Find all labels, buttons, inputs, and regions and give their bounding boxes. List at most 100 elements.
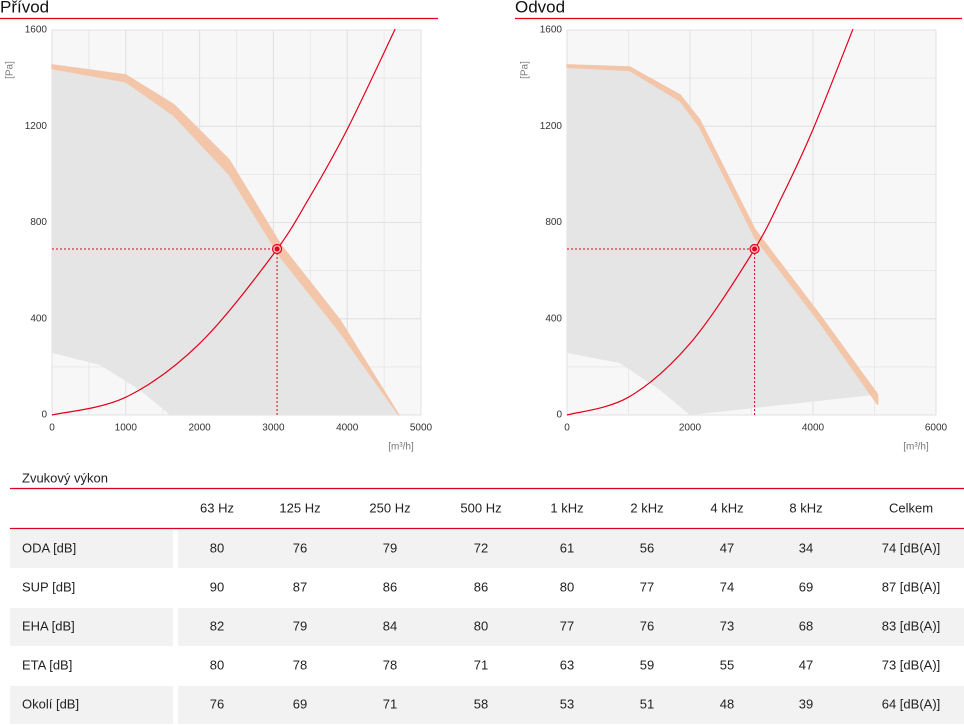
cell: 80 xyxy=(210,540,224,555)
column-header: Celkem xyxy=(889,500,933,515)
x-tick-label: 0 xyxy=(49,423,55,434)
cell: 71 xyxy=(383,696,397,711)
row-label: Okolí [dB] xyxy=(22,696,79,711)
column-header: 4 kHz xyxy=(710,500,743,515)
y-tick-label: 1600 xyxy=(25,25,48,36)
cell: 79 xyxy=(383,540,397,555)
cell: 61 xyxy=(560,540,574,555)
cell: 56 xyxy=(640,540,654,555)
x-tick-label: 4000 xyxy=(802,423,825,434)
y-tick-label: 800 xyxy=(30,217,47,228)
column-header: 8 kHz xyxy=(789,500,822,515)
column-header: 250 Hz xyxy=(369,500,410,515)
cell: 55 xyxy=(720,657,734,672)
cell: 80 xyxy=(210,657,224,672)
cell: 86 xyxy=(383,579,397,594)
cell: 78 xyxy=(383,657,397,672)
cell: 84 xyxy=(383,618,397,633)
cell: 63 xyxy=(560,657,574,672)
y-tick-label: 800 xyxy=(545,217,562,228)
cell: 64 [dB(A)] xyxy=(882,696,941,711)
x-tick-label: 6000 xyxy=(925,423,948,434)
x-tick-label: 3000 xyxy=(262,423,285,434)
cell: 76 xyxy=(210,696,224,711)
cell: 71 xyxy=(474,657,488,672)
cell: 76 xyxy=(293,540,307,555)
x-tick-label: 2000 xyxy=(679,423,702,434)
cell: 80 xyxy=(560,579,574,594)
cell: 73 xyxy=(720,618,734,633)
cell: 77 xyxy=(640,579,654,594)
cell: 76 xyxy=(640,618,654,633)
row-bg xyxy=(10,686,173,724)
x-tick-label: 5000 xyxy=(410,423,433,434)
cell: 90 xyxy=(210,579,224,594)
y-tick-label: 400 xyxy=(545,313,562,324)
y-tick-label: 400 xyxy=(30,313,47,324)
chart-title: Odvod xyxy=(515,0,565,16)
cell: 78 xyxy=(293,657,307,672)
y-axis-label: [Pa] xyxy=(520,61,531,79)
row-bg xyxy=(10,608,173,646)
table-title: Zvukový výkon xyxy=(22,470,108,485)
row-label: ETA [dB] xyxy=(22,657,72,672)
row-label: ODA [dB] xyxy=(22,540,76,555)
y-tick-label: 1600 xyxy=(540,25,563,36)
row-bg xyxy=(178,686,964,724)
operating-point-core xyxy=(752,246,758,252)
fan-curve-band xyxy=(566,64,879,405)
cell: 72 xyxy=(474,540,488,555)
cell: 68 xyxy=(799,618,813,633)
cell: 59 xyxy=(640,657,654,672)
cell: 34 xyxy=(799,540,813,555)
cell: 79 xyxy=(293,618,307,633)
cell: 51 xyxy=(640,696,654,711)
cell: 87 xyxy=(293,579,307,594)
x-axis-label: [m³/h] xyxy=(388,442,414,453)
cell: 39 xyxy=(799,696,813,711)
cell: 58 xyxy=(474,696,488,711)
row-label: EHA [dB] xyxy=(22,618,75,633)
y-tick-label: 0 xyxy=(556,410,562,421)
column-header: 2 kHz xyxy=(630,500,663,515)
cell: 74 [dB(A)] xyxy=(882,540,941,555)
cell: 47 xyxy=(720,540,734,555)
x-tick-label: 2000 xyxy=(188,423,211,434)
cell: 77 xyxy=(560,618,574,633)
y-tick-label: 1200 xyxy=(540,121,563,132)
y-tick-label: 1200 xyxy=(25,121,48,132)
fan-curve-band xyxy=(51,64,400,416)
column-header: 63 Hz xyxy=(200,500,234,515)
x-tick-label: 1000 xyxy=(115,423,138,434)
cell: 73 [dB(A)] xyxy=(882,657,941,672)
y-axis-label: [Pa] xyxy=(5,61,16,79)
row-label: SUP [dB] xyxy=(22,579,75,594)
row-bg xyxy=(178,608,964,646)
row-bg xyxy=(10,530,173,568)
x-axis-label: [m³/h] xyxy=(903,442,929,453)
cell: 53 xyxy=(560,696,574,711)
cell: 83 [dB(A)] xyxy=(882,618,941,633)
column-header: 1 kHz xyxy=(550,500,583,515)
cell: 82 xyxy=(210,618,224,633)
operating-point-core xyxy=(274,246,280,252)
cell: 48 xyxy=(720,696,734,711)
y-tick-label: 0 xyxy=(41,410,47,421)
cell: 86 xyxy=(474,579,488,594)
cell: 69 xyxy=(293,696,307,711)
column-header: 125 Hz xyxy=(279,500,320,515)
system-curve xyxy=(566,28,854,416)
cell: 47 xyxy=(799,657,813,672)
cell: 74 xyxy=(720,579,734,594)
x-tick-label: 0 xyxy=(564,423,570,434)
operating-area xyxy=(52,64,399,415)
row-bg xyxy=(178,530,964,568)
operating-area xyxy=(567,64,878,415)
cell: 87 [dB(A)] xyxy=(882,579,941,594)
cell: 80 xyxy=(474,618,488,633)
x-tick-label: 4000 xyxy=(336,423,359,434)
system-curve xyxy=(51,28,396,416)
column-header: 500 Hz xyxy=(460,500,501,515)
chart-title: Přívod xyxy=(0,0,49,16)
